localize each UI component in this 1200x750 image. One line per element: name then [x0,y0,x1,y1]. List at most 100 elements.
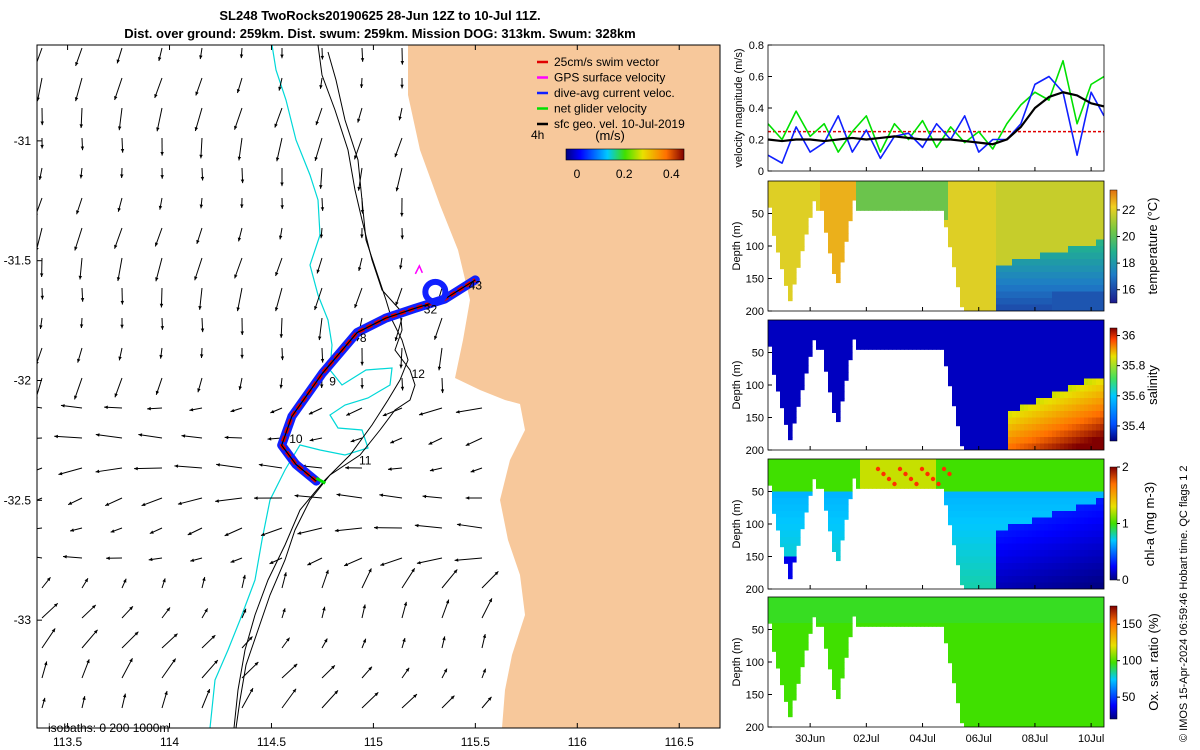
section-cell [1044,398,1049,406]
section-cell [784,662,789,670]
section-cell [844,649,849,657]
section-cell [904,200,909,208]
section-cell [964,430,969,438]
current-vector-head [308,411,313,415]
section-cell [948,498,953,506]
section-cell [1064,524,1069,532]
section-cell [768,187,773,195]
section-cell [1084,346,1089,354]
section-cell [972,220,977,228]
section-cell [1032,478,1037,486]
velocity-series-line [768,59,1104,153]
section-cell [780,385,785,393]
section-cell [1060,465,1065,473]
current-vector-head [240,179,245,184]
section-cell [1032,688,1037,696]
current-vector-head [206,689,210,694]
section-cell [1028,675,1033,683]
section-cell [1004,563,1009,571]
section-cell [1032,181,1037,189]
section-cell [944,603,949,611]
section-cell [1056,597,1061,605]
section-cell [1092,194,1097,202]
section-cell [892,472,897,480]
section-cell [1072,524,1077,532]
section-cell [1004,417,1009,425]
section-cell [1020,417,1025,425]
section-cell [1044,246,1049,254]
section-cell [1032,285,1037,293]
section-cell [1048,333,1053,341]
section-cell [852,320,857,328]
section-cell [1048,226,1053,234]
section-cell [1016,701,1021,709]
section-cell [820,478,825,486]
section-cell [904,616,909,624]
section-cell [1016,668,1021,676]
current-vector-head [75,61,79,66]
section-cell [784,649,789,657]
current-vector [260,527,283,537]
section-cell [1024,707,1029,715]
section-cell [1036,636,1041,644]
current-vector-head [40,295,45,300]
section-cell [788,181,793,189]
current-vector [37,467,43,471]
section-cell [1084,246,1089,254]
section-cell [968,226,973,234]
section-cell [1016,472,1021,480]
section-cell [768,603,773,611]
section-cell [984,543,989,551]
section-cell [788,491,793,499]
section-cell [932,207,937,211]
section-cell [1068,239,1073,247]
section-cell [820,339,825,347]
section-cell [784,550,789,558]
section-cell [796,623,801,631]
section-cell [900,603,905,611]
section-cell [1068,681,1073,689]
section-cell [1052,443,1057,450]
depth-tick-label: 200 [746,445,764,457]
section-cell [964,701,969,709]
section-cell [792,636,797,644]
section-cell [1060,359,1065,367]
section-cell [1076,459,1081,467]
section-cell [960,550,965,558]
section-cell [1020,655,1025,663]
section-cell [1052,543,1057,551]
section-cell [1004,491,1009,499]
section-cell [888,610,893,618]
section-cell [932,187,937,195]
section-cell [1000,239,1005,247]
section-cell [1008,688,1013,696]
section-cell [1076,391,1081,399]
section-cell [952,200,957,208]
current-vector-head [79,124,84,128]
section-cell [1084,213,1089,221]
section-cell [784,459,789,467]
section-cell [848,181,853,189]
section-cell [788,339,793,347]
section-cell [1036,326,1041,334]
current-vector [194,257,203,281]
section-cell [768,616,773,624]
section-cell [1040,291,1045,299]
section-cell [1064,339,1069,347]
section-cell [1084,385,1089,393]
section-cell [1048,385,1053,393]
section-cell [1032,200,1037,208]
section-cell [984,582,989,589]
section-cell [804,339,809,347]
section-cell [980,372,985,380]
section-cell [1024,642,1029,650]
section-cell [1064,472,1069,480]
section-cell [776,517,781,525]
section-cell [1080,346,1085,354]
section-cell [788,437,793,441]
section-cell [792,278,797,285]
section-cell [1008,511,1013,519]
section-cell [840,478,845,486]
section-cell [792,411,797,419]
section-cell [872,623,877,627]
